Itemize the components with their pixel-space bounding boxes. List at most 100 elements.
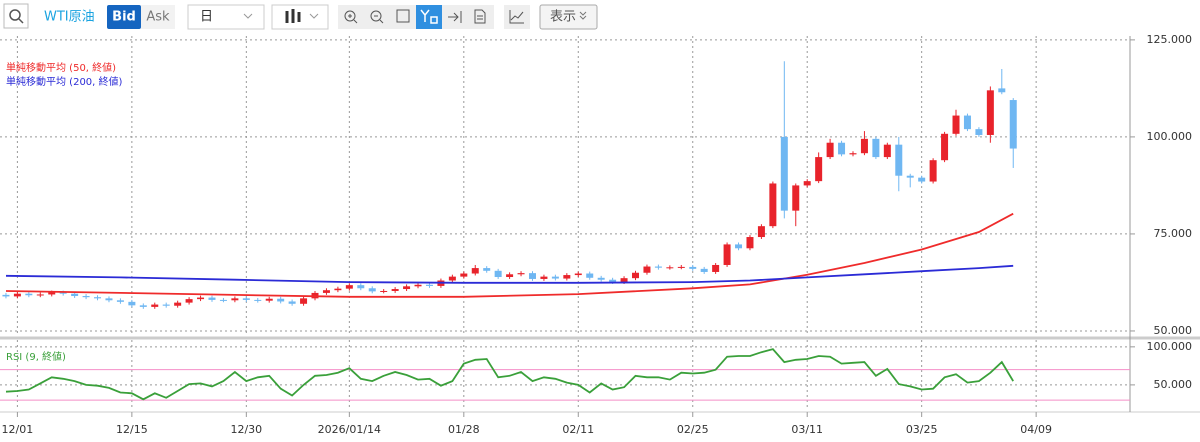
x-tick-label: 04/09 — [1020, 423, 1052, 436]
toolbar: WTI原油 Bid Ask 日 表示 — [3, 3, 598, 30]
x-tick-label: 03/25 — [906, 423, 938, 436]
candle-body — [254, 299, 262, 301]
ask-label: Ask — [146, 10, 170, 25]
candle-body — [826, 142, 834, 158]
bid-label: Bid — [112, 10, 136, 25]
candle-body — [322, 290, 330, 293]
candle-body — [94, 297, 102, 299]
candle-body — [403, 286, 411, 290]
candle-body — [654, 266, 662, 268]
candle-body — [483, 268, 491, 271]
candle-body — [574, 273, 582, 276]
series-line — [5, 212, 1014, 298]
candle-body — [597, 277, 605, 280]
candle-body — [883, 144, 891, 158]
candle-body — [471, 268, 479, 274]
y-tick-label: 75.000 — [1154, 227, 1193, 240]
zoom-in[interactable] — [344, 10, 356, 22]
candle-body — [620, 278, 628, 283]
candle-body — [116, 300, 124, 302]
series-line — [5, 348, 1014, 401]
candle-body — [242, 298, 250, 300]
candle-body — [872, 138, 880, 158]
candle-body — [918, 177, 926, 182]
x-tick-label: 03/11 — [791, 423, 823, 436]
fit-button[interactable] — [396, 9, 410, 23]
candle-body — [174, 302, 182, 306]
candle-body — [643, 266, 651, 273]
display-label: 表示 — [550, 10, 576, 25]
candle-body — [151, 304, 159, 307]
candle-body — [105, 298, 113, 301]
candle-body — [380, 290, 388, 292]
bid-button[interactable] — [107, 5, 141, 29]
x-tick-label: 02/25 — [677, 423, 709, 436]
legend-entry: 単純移動平均 (200, 終値) — [6, 75, 123, 88]
candle-body — [803, 181, 811, 186]
candle-body — [494, 270, 502, 278]
candle-body — [952, 115, 960, 134]
candle-body — [448, 276, 456, 281]
candle-body — [609, 279, 617, 283]
candle-body — [780, 136, 788, 211]
candle-body — [815, 157, 823, 182]
candle-body — [25, 293, 33, 296]
x-tick-label: 12/30 — [230, 423, 262, 436]
x-tick-label: 12/15 — [116, 423, 148, 436]
candle-body — [425, 284, 433, 286]
period-dropdown[interactable] — [187, 4, 265, 30]
search-button[interactable] — [3, 3, 29, 29]
report-button[interactable] — [474, 9, 486, 24]
candle-body — [528, 273, 536, 279]
candle-body — [929, 160, 937, 182]
legend-entry: RSI (9, 終値) — [6, 350, 66, 363]
candle-body — [563, 275, 571, 279]
ask-button[interactable] — [141, 5, 175, 29]
candle-body — [82, 296, 90, 298]
candle-body — [300, 298, 308, 304]
chevron — [309, 13, 319, 19]
x-tick-label: 2026/01/14 — [318, 423, 381, 436]
display-button[interactable] — [539, 4, 598, 30]
candle-body — [460, 273, 468, 277]
candle-body — [723, 244, 731, 265]
candle-body — [506, 274, 514, 278]
scroll-end-button[interactable] — [448, 11, 462, 23]
y-tick-label: 125.000 — [1147, 33, 1193, 46]
candle-body — [735, 244, 743, 249]
candle-body — [700, 268, 708, 272]
y-lock-button[interactable] — [416, 5, 442, 29]
candle-body — [906, 175, 914, 178]
y-tick-label: 100.000 — [1147, 130, 1193, 143]
candle-body — [849, 153, 857, 155]
candle-icon — [285, 9, 301, 23]
candle-body — [1009, 100, 1017, 149]
candle-body — [666, 267, 674, 269]
candle-body — [540, 276, 548, 279]
zoom-out[interactable] — [370, 10, 382, 22]
candle-body — [975, 129, 983, 135]
candle-body — [677, 266, 685, 268]
zoom-out-icon — [374, 15, 384, 24]
candle-body — [986, 90, 994, 135]
candle-body — [13, 293, 21, 297]
candle-body — [2, 294, 10, 297]
candle-body — [36, 294, 44, 296]
candle-body — [769, 183, 777, 227]
candle-body — [963, 115, 971, 130]
indicator-icon — [509, 10, 524, 24]
candle-body — [712, 264, 720, 272]
candle-body — [334, 288, 342, 291]
y-tick-label: 100.000 — [1147, 340, 1193, 353]
symbol[interactable]: WTI原油 — [44, 10, 95, 25]
y-tick-label: 50.000 — [1154, 324, 1193, 337]
candle-body — [48, 292, 56, 295]
candle-body — [345, 285, 353, 289]
candle-body — [162, 304, 170, 306]
x-tick-label: 12/01 — [2, 423, 34, 436]
candle-body — [208, 297, 216, 300]
candle-body — [59, 292, 67, 294]
candle-body — [517, 273, 525, 275]
